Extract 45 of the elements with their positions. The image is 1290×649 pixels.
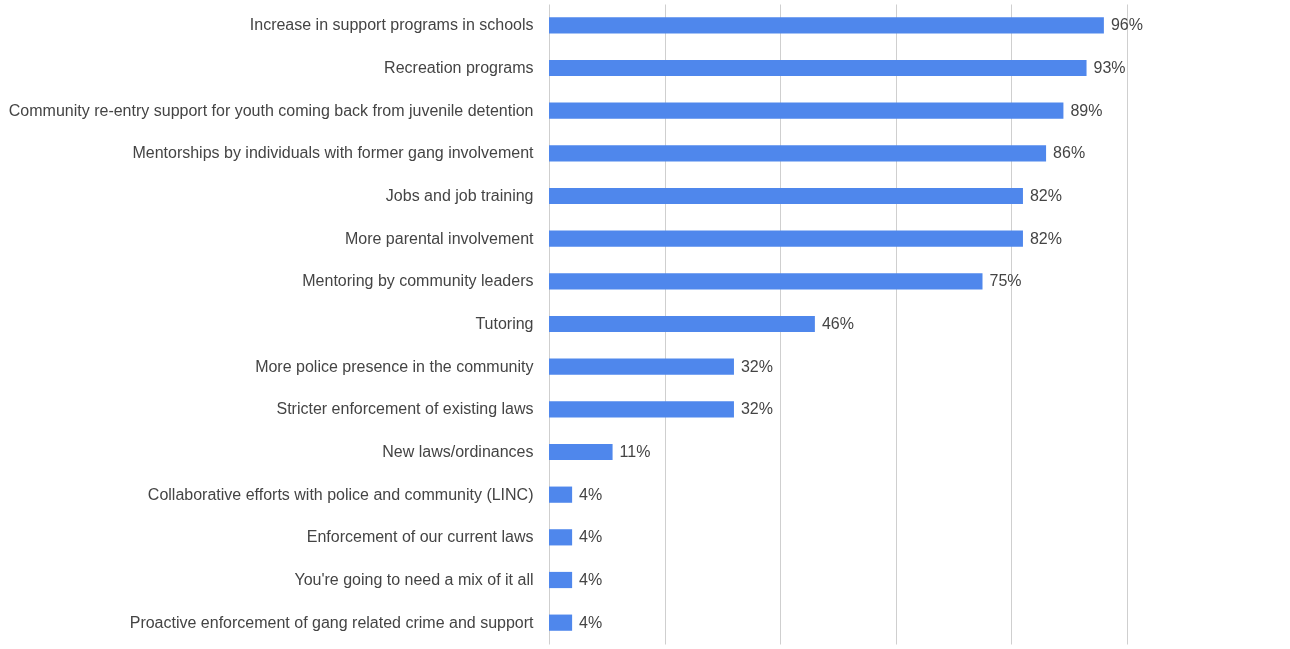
data-label: 96%: [1110, 16, 1143, 34]
data-label: 11%: [619, 443, 651, 460]
bar: [549, 315, 815, 333]
bar: [549, 614, 573, 631]
y-tick-label: Increase in support programs in schools: [249, 16, 534, 34]
data-label: 89%: [1070, 101, 1103, 119]
data-label: 46%: [821, 315, 854, 332]
bar: [549, 59, 1087, 77]
bar: [549, 145, 1047, 162]
y-tick-label: Tutoring: [475, 315, 534, 332]
y-tick-label: Proactive enforcement of gang related crime and support: [129, 613, 535, 631]
bar: [549, 443, 613, 461]
bar: [549, 102, 1064, 119]
y-tick-label: Enforcement of our current laws: [306, 528, 534, 546]
bar: [549, 571, 573, 589]
data-label: 75%: [989, 272, 1022, 290]
bar: [549, 17, 1104, 34]
y-tick-label: Collaborative efforts with police and community (LINC): [147, 485, 534, 503]
data-label: 4%: [579, 528, 603, 546]
y-tick-label: New laws/ordinances: [382, 443, 534, 460]
bar: [549, 529, 573, 546]
data-label: 4%: [579, 613, 603, 631]
data-label: 32%: [740, 357, 773, 375]
bar: [549, 230, 1023, 247]
y-tick-label: More police presence in the community: [255, 357, 534, 375]
y-tick-label: You're going to need a mix of it all: [294, 571, 534, 588]
data-label: 82%: [1029, 229, 1062, 247]
y-tick-label: More parental involvement: [344, 229, 535, 247]
y-tick-label: Mentorships by individuals with former gang involvement: [132, 144, 535, 162]
bar: [549, 358, 734, 375]
y-tick-label: Jobs and job training: [385, 187, 534, 204]
y-tick-label: Stricter enforcement of existing laws: [276, 400, 534, 418]
bar: [549, 273, 983, 290]
data-label: 93%: [1093, 59, 1126, 76]
data-label: 86%: [1053, 144, 1086, 162]
data-label: 32%: [740, 400, 773, 418]
bar: [549, 187, 1023, 205]
data-label: 82%: [1029, 187, 1062, 204]
data-label: 4%: [579, 485, 603, 503]
y-tick-label: Community re-entry support for youth coming back from juvenile detention: [8, 101, 534, 119]
bar: [549, 486, 573, 503]
y-tick-label: Recreation programs: [384, 59, 534, 76]
bar: [549, 401, 734, 418]
data-label: 4%: [579, 571, 603, 588]
y-tick-label: Mentoring by community leaders: [302, 272, 534, 290]
